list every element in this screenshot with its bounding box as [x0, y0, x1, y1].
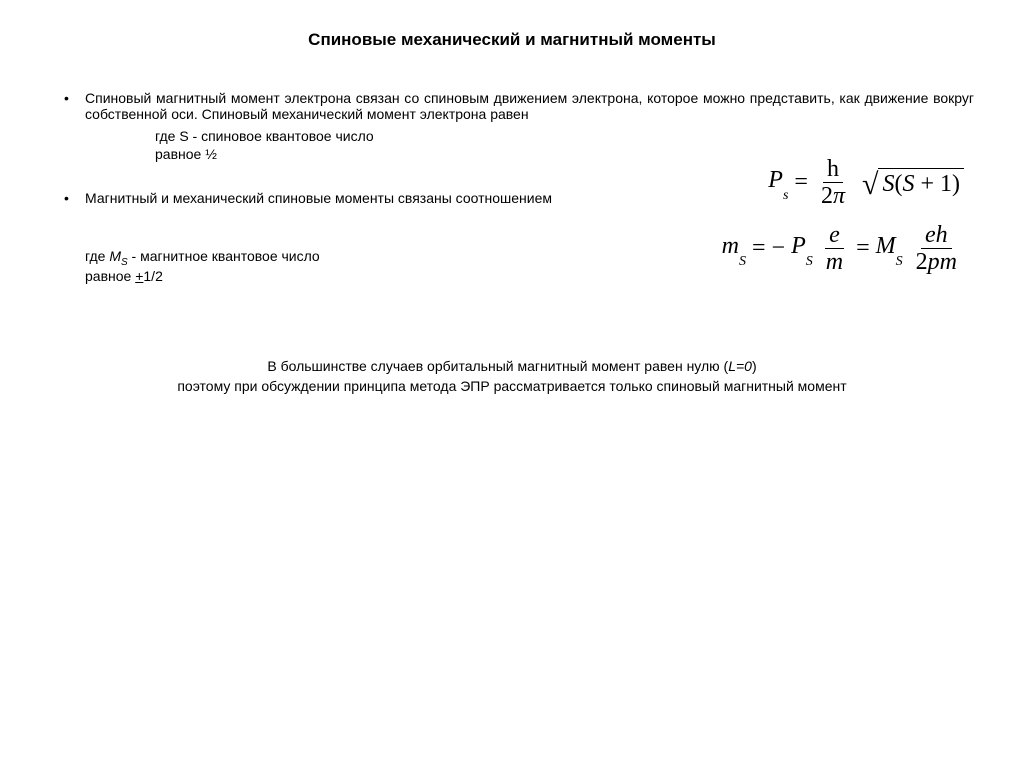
bullet-2: Магнитный и механический спиновые момент… [50, 190, 974, 206]
content-area: Спиновый магнитный момент электрона связ… [50, 90, 974, 396]
bottom-note: В большинстве случаев орбитальный магнит… [50, 356, 974, 397]
bullet-1: Спиновый магнитный момент электрона связ… [50, 90, 974, 122]
formula-ms: mS = − PS e m = MS eh 2pm [722, 222, 964, 276]
page-title: Спиновые механический и магнитный момент… [50, 30, 974, 50]
indent-line-1: где S - спиновое квантовое число [50, 128, 974, 144]
